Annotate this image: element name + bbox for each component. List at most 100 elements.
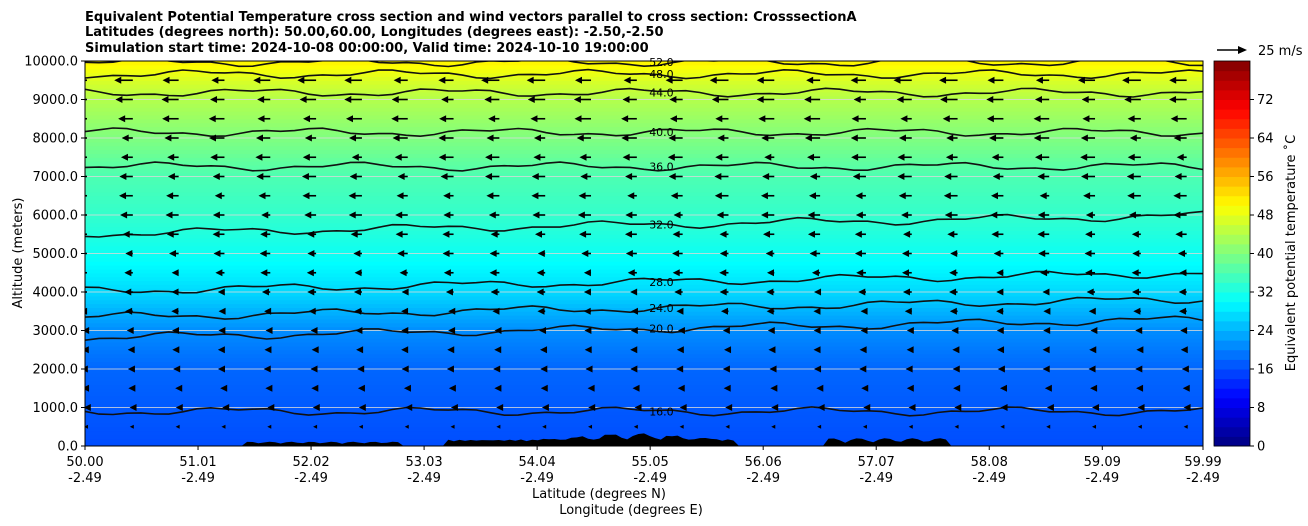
temperature-band [85,395,1203,401]
wind-vector-head [580,173,588,180]
temperature-band [85,288,1203,293]
wind-vector-head [263,365,271,373]
y-tick-label: 5000.0 [33,247,79,262]
wind-vector-head [1037,173,1045,180]
wind-vector-head [768,346,776,354]
wind-vector-head [1180,327,1188,334]
wind-vector-head [168,250,176,257]
wind-vector-head [756,96,764,103]
colorbar-band [1214,340,1250,351]
wind-vector-head [944,173,952,180]
wind-vector-head [897,173,905,180]
temperature-band [85,334,1203,339]
wind-vector [496,424,501,429]
temperature-band [85,384,1203,389]
wind-vector-head [906,327,914,334]
wind-vector-head [764,153,772,161]
wind-vector-head [806,76,814,84]
wind-vector-head [526,76,534,84]
wind-vector-head [124,288,132,296]
colorbar-band [1214,109,1250,120]
wind-vector-head [584,327,592,334]
wind-vector-head [118,115,126,123]
wind-vector-head [722,365,730,373]
wind-vector-head [208,115,216,123]
wind-vector-head [672,230,680,238]
y-tick-label: 7000.0 [33,170,79,185]
wind-vector-head [622,153,630,161]
wind-vector-head [1043,327,1051,334]
temperature-band [85,380,1203,385]
wind-vector-head [1090,327,1098,334]
wind-vector-head [676,365,684,373]
wind-vector-head [257,96,265,103]
colorbar-band [1214,166,1250,177]
wind-vector-head [175,384,183,392]
wind-vector-head [814,288,822,296]
wind-vector [1046,424,1051,429]
x-tick-label-lat: 56.06 [745,455,782,470]
wind-vector-head [1181,365,1189,373]
wind-vector-head [267,404,275,411]
x-tick-label-lat: 50.00 [66,455,103,470]
contour-label: 20.0 [649,323,674,336]
temperature-band [85,218,1203,224]
colorbar-band [1214,205,1250,216]
wind-vector-head [125,307,133,315]
wind-vector-head [299,96,307,103]
wind-vector-head [986,115,994,123]
wind-vector-head [669,115,677,123]
wind-vector-head [1088,307,1096,315]
wind-vector-head [448,384,456,392]
wind-vector-head [307,288,315,296]
colorbar-tick-label: 48 [1257,209,1274,224]
wind-vector-head [489,269,497,277]
wind-vector-head [537,250,545,257]
wind-vector-head [77,269,84,276]
wind-vector-head [121,134,129,142]
chart-title-line-2: Latitudes (degrees north): 50.00,60.00, … [85,25,664,40]
temperature-band [85,345,1203,351]
wind-vector-head [668,173,676,180]
wind-vector-head [493,365,501,373]
wind-vector-head [766,269,774,277]
wind-vector-head [1180,346,1188,354]
wind-vector-head [355,327,363,334]
temperature-band [85,234,1203,239]
wind-vector-head [218,327,226,334]
wind-vector-head [719,288,727,296]
colorbar-band [1214,138,1250,149]
colorbar-band [1214,253,1250,264]
wind-vector-head [1092,404,1100,411]
y-tick-label: 2000.0 [33,363,79,378]
wind-vector-head [171,269,179,277]
temperature-band [85,191,1203,197]
wind-vector-head [668,134,676,142]
wind-vector-head [721,307,729,315]
wind-vector-head [575,76,583,84]
wind-vector-head [996,269,1004,277]
quiver-key: 25 m/s [1217,44,1303,59]
wind-vector-head [1169,76,1177,84]
wind-vector-head [348,192,356,200]
wind-vector-head [1131,269,1139,277]
y-tick-label: 6000.0 [33,209,79,224]
wind-vector-head [854,230,862,238]
colorbar-band [1214,407,1250,418]
wind-vector-head [852,173,860,180]
temperature-band [85,430,1203,436]
temperature-band [85,403,1203,409]
contour-line [85,87,1203,98]
wind-vector-head [942,115,950,123]
temperature-band [85,415,1203,420]
wind-vector-head [943,192,951,200]
wind-vector-head [1178,250,1186,257]
wind-vector-head [902,250,910,257]
wind-vector-head [217,346,225,354]
wind-vector-head [991,230,999,238]
wind-vector-head [85,327,90,334]
wind-vector-head [344,96,352,103]
temperature-band [85,249,1203,255]
colorbar-band [1214,195,1250,206]
